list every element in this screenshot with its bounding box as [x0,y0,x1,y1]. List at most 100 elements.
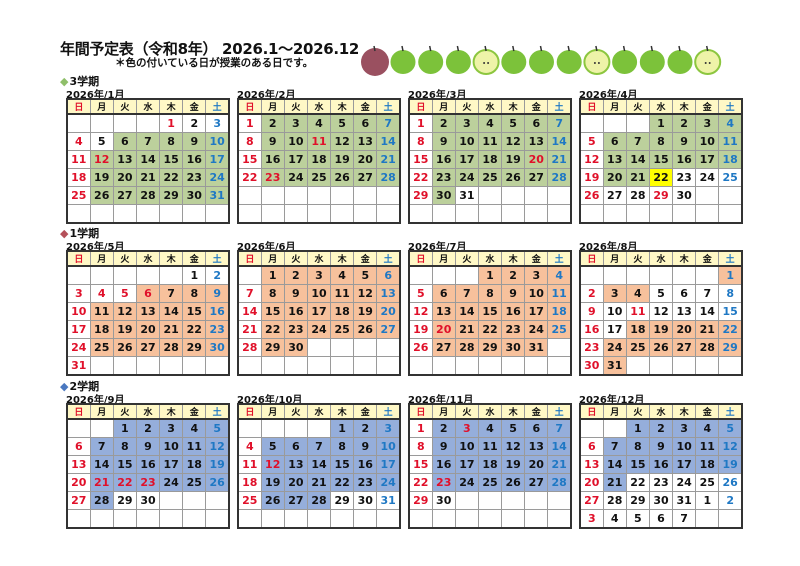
day-cell: 17 [454,455,479,474]
empty-cell [159,491,184,510]
empty-cell [718,509,743,529]
empty-cell [237,265,262,285]
empty-cell [376,186,401,205]
green-apple-icon [501,45,527,74]
day-cell: 22 [112,473,137,492]
day-cell: 1 [695,491,720,510]
day-cell: 17 [205,150,230,169]
day-cell: 20 [524,150,549,169]
day-cell: 5 [330,113,355,133]
weekday-header: 木 [501,98,526,115]
day-cell: 15 [625,455,650,474]
week-row: 25 26 27 28 29 30 31 [66,186,230,205]
day-cell: 15 [260,302,285,321]
day-cell: 24 [695,168,720,187]
day-cell: 26 [89,186,114,205]
empty-cell [182,356,207,376]
day-cell: 22 [648,168,674,187]
day-cell: 16 [431,150,456,169]
day-cell: 12 [353,284,378,303]
green-apple-icon [418,45,444,74]
empty-cell [695,265,720,285]
empty-cell [205,356,230,376]
day-cell: 23 [431,473,456,492]
weekday-header: 土 [376,403,401,420]
weekday-header: 火 [625,250,650,267]
day-cell: 29 [477,338,503,357]
day-cell: 16 [353,455,378,474]
empty-cell [672,204,697,224]
empty-cell [672,265,697,285]
day-cell: 19 [408,320,433,339]
day-cell: 24 [672,473,697,492]
day-cell: 30 [205,338,230,357]
week-row: 6 7 8 9 10 11 12 [579,437,743,456]
empty-cell [376,338,401,357]
day-cell: 22 [260,320,285,339]
day-cell: 25 [330,320,355,339]
day-cell: 5 [112,284,137,303]
day-cell: 10 [602,302,627,321]
empty-cell [135,509,161,529]
day-cell: 4 [182,418,207,438]
day-cell: 24 [454,168,479,187]
day-cell: 3 [306,265,332,285]
day-cell: 6 [579,437,604,456]
day-cell: 3 [205,113,230,133]
day-cell: 22 [408,473,433,492]
day-cell: 13 [135,302,161,321]
weekday-header: 木 [330,403,355,420]
day-cell: 16 [431,455,456,474]
day-cell: 21 [625,168,650,187]
week-row [408,509,572,529]
empty-cell [306,509,332,529]
day-cell: 30 [672,186,697,205]
day-cell: 2 [182,113,207,133]
week-row [237,509,401,529]
day-cell: 1 [408,113,433,133]
day-cell: 21 [89,473,114,492]
day-cell: 10 [306,284,332,303]
weekday-header: 火 [454,403,479,420]
weekday-header: 火 [454,98,479,115]
week-row: 27 28 29 30 [66,491,230,510]
empty-cell [260,418,285,438]
day-cell: 16 [205,302,230,321]
day-cell: 18 [477,150,503,169]
day-cell: 19 [501,455,526,474]
day-cell: 24 [283,168,308,187]
day-cell: 19 [260,473,285,492]
day-cell: 1 [477,265,503,285]
day-cell: 2 [135,418,161,438]
empty-cell [135,356,161,376]
day-cell: 4 [477,418,503,438]
day-cell: 12 [330,132,355,151]
empty-cell [579,204,604,224]
empty-cell [66,265,91,285]
weekday-header: 木 [501,250,526,267]
day-cell: 13 [66,455,91,474]
week-row: 31 [66,356,230,376]
day-cell: 28 [159,338,184,357]
week-row [579,204,743,224]
empty-cell [237,418,262,438]
day-cell: 20 [283,473,308,492]
day-cell: 24 [454,473,479,492]
empty-cell [159,356,184,376]
day-cell: 12 [408,302,433,321]
day-cell: 19 [579,168,604,187]
weekday-header: 金 [695,98,720,115]
day-cell: 8 [237,132,262,151]
empty-cell [579,113,604,133]
day-cell: 27 [283,491,308,510]
weekday-header: 木 [159,98,184,115]
empty-cell [648,265,674,285]
day-cell: 30 [501,338,526,357]
weekday-header: 水 [306,403,332,420]
empty-cell [477,491,503,510]
day-cell: 5 [648,284,674,303]
term-label: ◆2学期 [60,378,99,394]
month-calendar: 日月火水木金土 1 2 3 4 5 6 7 8 9 10 11 12 13 14 15 16 17 18 19 20 21… [408,98,572,224]
